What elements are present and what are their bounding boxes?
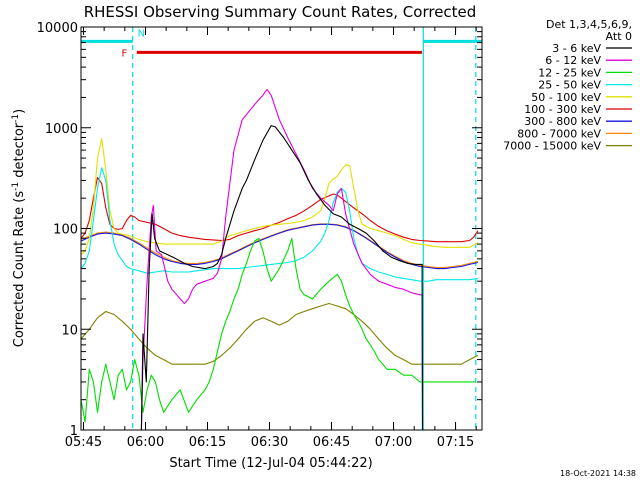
legend-label-5: 100 - 300 keV (524, 103, 601, 116)
detector-line-1: Det 1,3,4,5,6,9, (546, 18, 632, 31)
x-tick-label-2: 06:15 (189, 435, 226, 450)
y-tick-label-4: 10000 (37, 21, 78, 36)
legend-label-8: 7000 - 15000 keV (503, 140, 601, 153)
y-axis-ticks: 1 10 100 1000 10000 (37, 21, 482, 439)
chart-title: RHESSI Observing Summary Count Rates, Co… (84, 3, 477, 21)
y-tick-label-3: 1000 (45, 122, 78, 137)
x-tick-label-3: 06:30 (251, 435, 288, 450)
x-tick-label-0: 05:45 (65, 435, 102, 450)
x-tick-label-6: 07:15 (437, 435, 474, 450)
y-axis-label-main: Corrected Count Rate (s (12, 191, 27, 348)
series-line-2 (80, 237, 476, 423)
legend-label-6: 300 - 800 keV (524, 115, 601, 128)
x-axis-label: Start Time (12-Jul-04 05:44:22) (169, 456, 372, 471)
legend-label-7: 800 - 7000 keV (517, 127, 601, 140)
flag-annotation-f: F (122, 48, 128, 59)
y-axis-label-exp: -1 (11, 182, 21, 191)
y-axis-label-mid: detector (12, 122, 27, 182)
y-tick-label-1: 10 (61, 323, 78, 338)
y-axis-label: Corrected Count Rate (s-1 detector-1) (11, 109, 27, 347)
detector-line-2: Att 0 (606, 30, 632, 43)
y-axis-label-end: ) (12, 109, 27, 114)
legend-label-0: 3 - 6 keV (552, 42, 601, 55)
legend-label-1: 6 - 12 keV (545, 54, 601, 67)
series-line-4 (80, 138, 479, 256)
series-layer (80, 88, 479, 431)
x-tick-label-4: 06:45 (313, 435, 350, 450)
detector-info: Det 1,3,4,5,6,9, Att 0 (546, 18, 632, 43)
x-tick-label-5: 07:00 (375, 435, 412, 450)
legend-label-3: 25 - 50 keV (538, 79, 601, 92)
flags-layer: FN (81, 29, 482, 59)
y-axis-label-exp2: -1 (11, 114, 21, 123)
legend-label-2: 12 - 25 keV (538, 66, 601, 79)
legend-label-4: 50 - 100 keV (531, 91, 601, 104)
y-tick-label-0: 1 (70, 424, 78, 439)
x-axis-ticks: 05:45 06:00 06:15 06:30 06:45 07:00 07:15 (65, 27, 477, 450)
y-tick-label-2: 100 (53, 223, 78, 238)
flag-annotation-n: N (138, 29, 145, 40)
series-line-1 (140, 88, 424, 431)
series-line-5 (80, 177, 479, 243)
series-line-3 (80, 167, 478, 282)
footer-timestamp: 18-Oct-2021 14:38 (560, 469, 636, 478)
x-tick-label-1: 06:00 (127, 435, 164, 450)
series-line-0 (140, 125, 424, 431)
